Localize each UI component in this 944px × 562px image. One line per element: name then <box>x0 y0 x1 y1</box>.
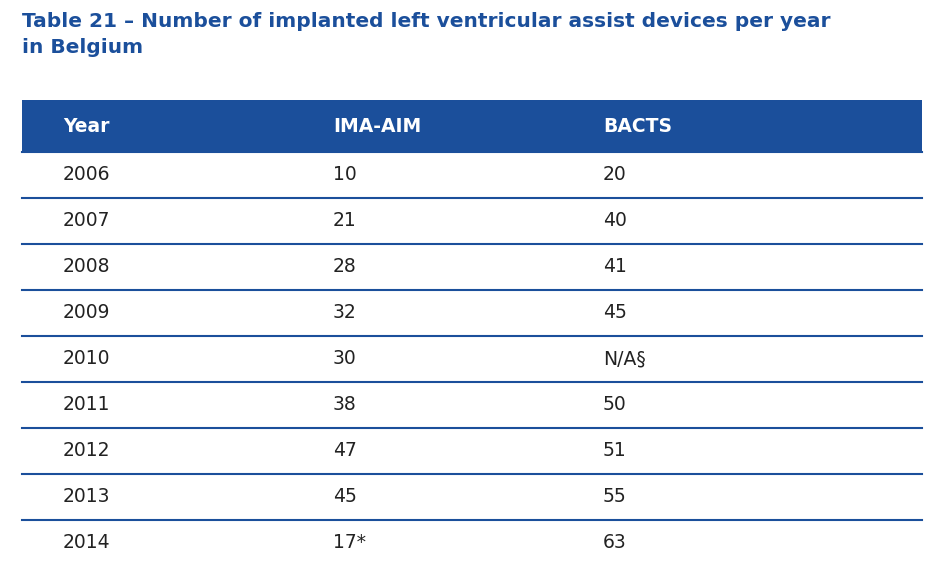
Text: 45: 45 <box>333 487 357 506</box>
Text: 2013: 2013 <box>63 487 110 506</box>
Text: 20: 20 <box>603 165 627 184</box>
Text: 41: 41 <box>603 257 627 277</box>
Text: 40: 40 <box>603 211 627 230</box>
Text: BACTS: BACTS <box>603 116 672 135</box>
Text: 10: 10 <box>333 165 357 184</box>
Text: 51: 51 <box>603 442 627 460</box>
Text: 2006: 2006 <box>63 165 110 184</box>
Text: N/A§: N/A§ <box>603 350 646 369</box>
Text: 55: 55 <box>603 487 627 506</box>
Bar <box>22 100 922 152</box>
Text: 2014: 2014 <box>63 533 110 552</box>
Text: 47: 47 <box>333 442 357 460</box>
Text: 2009: 2009 <box>63 303 110 323</box>
Text: 2008: 2008 <box>63 257 110 277</box>
Text: 45: 45 <box>603 303 627 323</box>
Text: 63: 63 <box>603 533 627 552</box>
Text: 28: 28 <box>333 257 357 277</box>
Text: 32: 32 <box>333 303 357 323</box>
Text: 30: 30 <box>333 350 357 369</box>
Text: in Belgium: in Belgium <box>22 38 143 57</box>
Text: 38: 38 <box>333 396 357 415</box>
Text: 2010: 2010 <box>63 350 110 369</box>
Text: 17*: 17* <box>333 533 366 552</box>
Text: 21: 21 <box>333 211 357 230</box>
Text: Table 21 – Number of implanted left ventricular assist devices per year: Table 21 – Number of implanted left vent… <box>22 12 831 31</box>
Text: 2011: 2011 <box>63 396 110 415</box>
Text: 2007: 2007 <box>63 211 110 230</box>
Text: IMA-AIM: IMA-AIM <box>333 116 421 135</box>
Text: 50: 50 <box>603 396 627 415</box>
Text: Year: Year <box>63 116 110 135</box>
Text: 2012: 2012 <box>63 442 110 460</box>
